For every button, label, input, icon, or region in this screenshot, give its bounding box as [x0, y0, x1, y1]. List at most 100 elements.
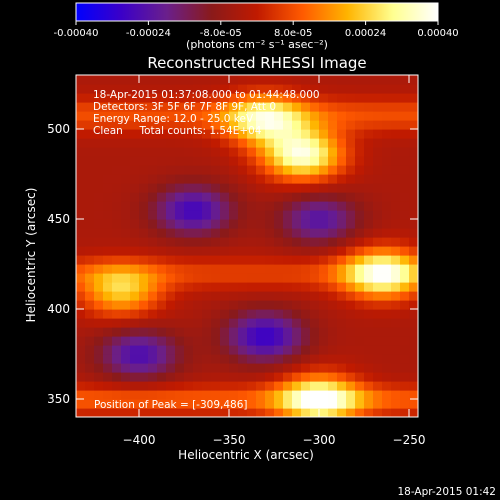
heatmap-cell [184, 327, 194, 337]
heatmap-cell [220, 156, 230, 166]
heatmap-cell [130, 219, 140, 229]
heatmap-cell [238, 318, 248, 328]
heatmap-cell [400, 75, 410, 85]
heatmap-cell [94, 174, 104, 184]
heatmap-cell [355, 318, 365, 328]
heatmap-cell [148, 273, 158, 283]
heatmap-cell [373, 399, 383, 409]
heatmap-cell [364, 291, 374, 301]
heatmap-cell [130, 309, 140, 319]
heatmap-cell [391, 381, 401, 391]
heatmap-cell [292, 156, 302, 166]
heatmap-cell [265, 345, 275, 355]
heatmap-cell [94, 354, 104, 364]
heatmap-cell [274, 264, 284, 274]
info-clean-counts: Clean Total counts: 1.54E+04 [93, 125, 262, 137]
heatmap-cell [274, 165, 284, 175]
heatmap-cell [184, 102, 194, 112]
heatmap-cell [148, 129, 158, 139]
heatmap-cell [373, 138, 383, 148]
heatmap-cell [121, 273, 131, 283]
y-axis-ticks: 350 400 450 500 [47, 122, 418, 406]
heatmap-cell [355, 147, 365, 157]
heatmap-cell [94, 300, 104, 310]
heatmap-cell [355, 219, 365, 229]
heatmap-cell [337, 93, 347, 103]
heatmap-cell [247, 381, 257, 391]
heatmap-cell [112, 237, 122, 247]
heatmap-cell [409, 192, 418, 202]
heatmap-cell [247, 291, 257, 301]
heatmap-cell [238, 111, 248, 121]
heatmap-cell [193, 165, 203, 175]
heatmap-cell [382, 336, 392, 346]
heatmap-cell [319, 165, 329, 175]
heatmap-cell [328, 84, 338, 94]
heatmap-cell [373, 255, 383, 265]
heatmap-cell [355, 336, 365, 346]
heatmap-cell [112, 291, 122, 301]
heatmap-cell [400, 309, 410, 319]
heatmap-cell [85, 291, 95, 301]
heatmap-cell [85, 228, 95, 238]
heatmap-cell [382, 237, 392, 247]
heatmap-cell [184, 210, 194, 220]
heatmap-cell [292, 237, 302, 247]
heatmap-cell [229, 246, 239, 256]
heatmap-cell [112, 363, 122, 373]
heatmap-cell [202, 93, 212, 103]
heatmap-cell [220, 309, 230, 319]
heatmap-cell [157, 372, 167, 382]
heatmap-cell [238, 336, 248, 346]
heatmap-cell [112, 300, 122, 310]
heatmap-cell [400, 381, 410, 391]
heatmap-cell [328, 363, 338, 373]
heatmap-cell [256, 255, 266, 265]
heatmap-cell [202, 264, 212, 274]
heatmap-cell [247, 228, 257, 238]
heatmap-cell [364, 408, 374, 417]
heatmap-cell [355, 381, 365, 391]
heatmap-cell [112, 381, 122, 391]
heatmap-cell [175, 408, 185, 417]
heatmap-cell [139, 255, 149, 265]
heatmap-cell [193, 264, 203, 274]
heatmap-cell [202, 408, 212, 417]
heatmap-cell [283, 318, 293, 328]
heatmap-cell [319, 354, 329, 364]
heatmap-cell [319, 102, 329, 112]
heatmap-cell [220, 363, 230, 373]
heatmap-cell [94, 84, 104, 94]
heatmap-cell [211, 345, 221, 355]
heatmap-cell [112, 246, 122, 256]
heatmap-cell [265, 102, 275, 112]
heatmap-cell [85, 372, 95, 382]
heatmap-cell [355, 309, 365, 319]
heatmap-cell [103, 354, 113, 364]
heatmap-cell [139, 93, 149, 103]
heatmap-cell [175, 345, 185, 355]
heatmap-cell [211, 381, 221, 391]
heatmap-cell [328, 264, 338, 274]
heatmap-cell [346, 138, 356, 148]
heatmap-cell [229, 84, 239, 94]
heatmap-cell [328, 318, 338, 328]
x-tick-label: −350 [213, 433, 246, 447]
heatmap-cell [76, 237, 86, 247]
heatmap-cell [292, 408, 302, 417]
heatmap-cell [274, 129, 284, 139]
x-tick-label: −300 [303, 433, 336, 447]
heatmap-cell [337, 291, 347, 301]
heatmap-cell [301, 264, 311, 274]
heatmap-cell [364, 327, 374, 337]
heatmap-cell [229, 102, 239, 112]
heatmap-cell [202, 372, 212, 382]
heatmap-cell [238, 129, 248, 139]
heatmap-cell [301, 399, 311, 409]
heatmap-cell [409, 93, 418, 103]
heatmap-cell [274, 399, 284, 409]
heatmap-cell [166, 75, 176, 85]
heatmap-cell [292, 390, 302, 400]
heatmap-cell [157, 183, 167, 193]
heatmap-cell [175, 237, 185, 247]
